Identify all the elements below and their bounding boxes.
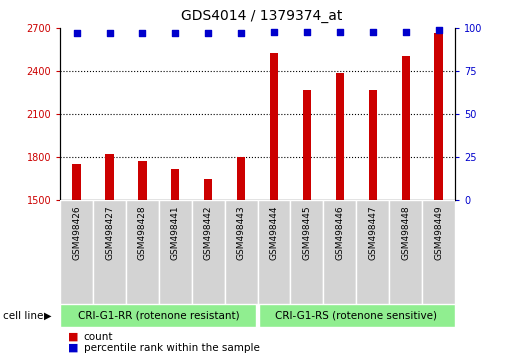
Bar	[257, 200, 290, 304]
Bar	[237, 157, 245, 200]
Bar	[204, 178, 212, 200]
Bar	[60, 304, 256, 327]
Bar	[323, 200, 356, 304]
Point	[138, 31, 146, 36]
Text: cell line: cell line	[3, 311, 43, 321]
Text: GSM498426: GSM498426	[72, 205, 81, 260]
Bar	[106, 154, 113, 200]
Text: GSM498448: GSM498448	[401, 205, 410, 260]
Point	[435, 27, 443, 33]
Text: count: count	[84, 332, 113, 342]
Bar	[303, 90, 311, 200]
Bar	[60, 200, 93, 304]
Text: GSM498445: GSM498445	[302, 205, 311, 260]
Point	[171, 31, 179, 36]
Bar	[171, 169, 179, 200]
Text: GDS4014 / 1379374_at: GDS4014 / 1379374_at	[181, 9, 342, 23]
Bar	[336, 73, 344, 200]
Bar	[138, 161, 146, 200]
Bar	[402, 56, 410, 200]
Text: GSM498444: GSM498444	[269, 205, 279, 260]
Bar	[159, 200, 192, 304]
Bar	[93, 200, 126, 304]
Bar	[225, 200, 257, 304]
Point	[105, 31, 113, 36]
Bar	[290, 200, 323, 304]
Bar	[369, 90, 377, 200]
Text: percentile rank within the sample: percentile rank within the sample	[84, 343, 259, 353]
Text: GSM498442: GSM498442	[204, 205, 213, 260]
Bar	[422, 200, 455, 304]
Text: ■: ■	[68, 332, 78, 342]
Text: GSM498441: GSM498441	[171, 205, 180, 260]
Text: ▶: ▶	[44, 311, 52, 321]
Bar	[435, 33, 442, 200]
Point	[270, 29, 278, 35]
Point	[369, 29, 377, 35]
Text: CRI-G1-RS (rotenone sensitive): CRI-G1-RS (rotenone sensitive)	[275, 311, 437, 321]
Bar	[270, 53, 278, 200]
Text: GSM498446: GSM498446	[335, 205, 344, 260]
Text: ■: ■	[68, 343, 78, 353]
Point	[402, 29, 410, 35]
Point	[237, 31, 245, 36]
Point	[303, 29, 311, 35]
Point	[336, 29, 344, 35]
Text: GSM498449: GSM498449	[434, 205, 443, 260]
Point	[72, 31, 81, 36]
Text: GSM498443: GSM498443	[236, 205, 246, 260]
Text: GSM498427: GSM498427	[105, 205, 114, 260]
Text: CRI-G1-RR (rotenone resistant): CRI-G1-RR (rotenone resistant)	[78, 311, 240, 321]
Bar	[389, 200, 422, 304]
Point	[204, 31, 212, 36]
Bar	[126, 200, 159, 304]
Bar	[73, 164, 81, 200]
Text: GSM498428: GSM498428	[138, 205, 147, 260]
Bar	[192, 200, 225, 304]
Text: GSM498447: GSM498447	[368, 205, 377, 260]
Bar	[259, 304, 455, 327]
Bar	[356, 200, 389, 304]
